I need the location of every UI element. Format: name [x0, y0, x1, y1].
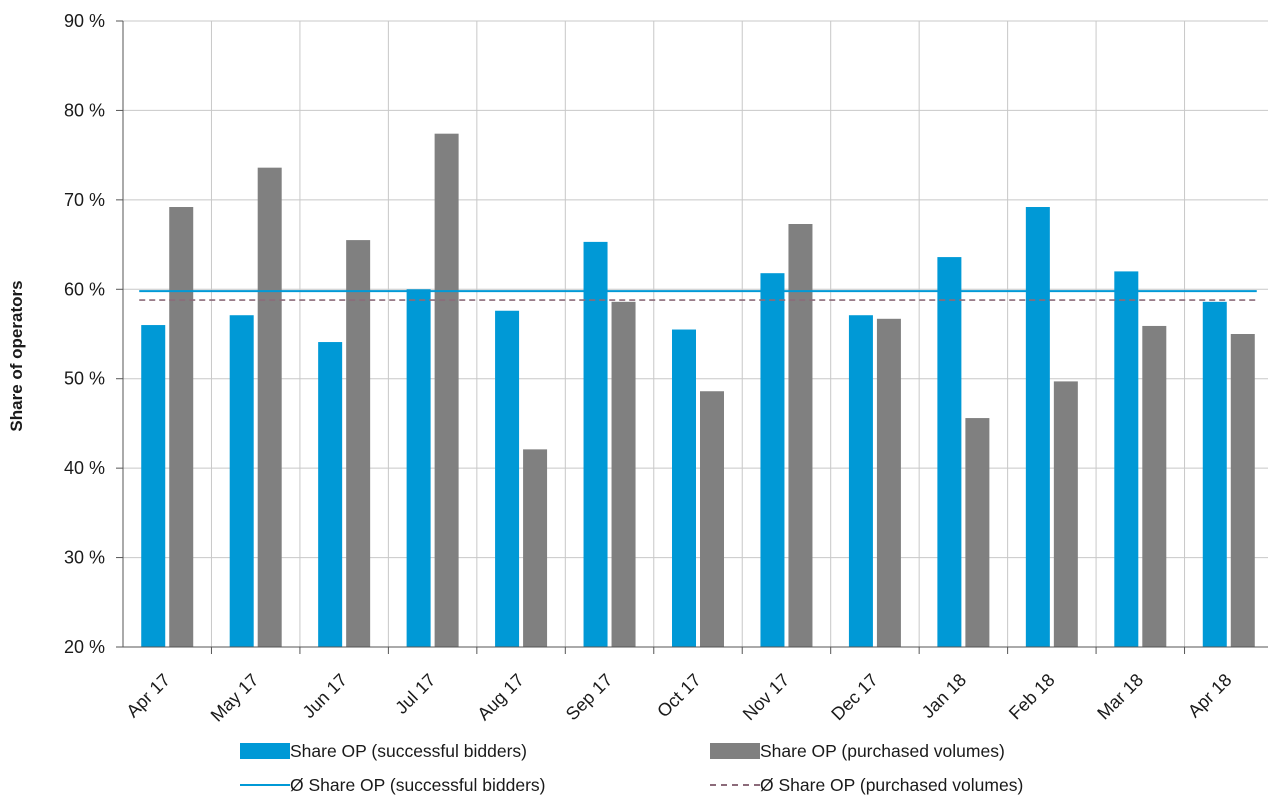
- bar-successful-bidders: [583, 241, 608, 648]
- legend-label-bidders-bar: Share OP (successful bidders): [290, 740, 528, 761]
- x-tick-labels: Apr 17 May 17 Jun 17 Jul 17 Aug 17 Sep 17 Oct …: [122, 670, 1235, 726]
- bar-successful-bidders: [672, 329, 696, 647]
- x-tick-label: Apr 18: [1184, 670, 1236, 722]
- x-tick-label: Oct 17: [653, 670, 705, 722]
- bar-successful-bidders: [495, 310, 520, 647]
- x-tick-label: Aug 17: [473, 670, 527, 724]
- bar-purchased-volumes: [169, 207, 194, 648]
- bar-successful-bidders: [229, 315, 254, 647]
- average-lines: [139, 290, 1257, 301]
- y-tick-label: 70 %: [64, 190, 105, 210]
- bar-purchased-volumes: [1053, 381, 1078, 647]
- y-tick-label: 60 %: [64, 279, 105, 299]
- bar-purchased-volumes: [611, 301, 636, 647]
- axes: [116, 20, 1268, 654]
- x-tick-label: Feb 18: [1005, 670, 1059, 724]
- bar-purchased-volumes: [257, 167, 282, 648]
- bar-successful-bidders: [848, 315, 873, 647]
- legend-item-bidders-avg: Ø Share OP (successful bidders): [240, 772, 710, 798]
- y-tick-label: 20 %: [64, 637, 105, 657]
- bar-successful-bidders: [318, 342, 343, 647]
- bar-purchased-volumes: [788, 224, 813, 647]
- x-tick-label: Mar 18: [1093, 670, 1147, 724]
- bar-successful-bidders: [141, 325, 166, 647]
- bars: [141, 133, 1255, 648]
- x-tick-label: Jul 17: [391, 670, 439, 718]
- x-tick-label: Jan 18: [918, 670, 970, 722]
- legend-item-volumes-bar: Share OP (purchased volumes): [710, 738, 1140, 764]
- bar-successful-bidders: [760, 273, 785, 647]
- legend-item-bidders-bar: Share OP (successful bidders): [240, 738, 710, 764]
- legend-swatch-bidders-avg: [240, 784, 290, 786]
- legend: Share OP (successful bidders) Share OP (…: [240, 738, 1140, 798]
- bar-successful-bidders: [1202, 301, 1227, 647]
- y-tick-labels: 20 % 30 % 40 % 50 % 60 % 70 % 80 % 90 %: [64, 11, 105, 657]
- x-tick-label: Apr 17: [122, 670, 174, 722]
- x-tick-label: May 17: [207, 670, 263, 726]
- y-tick-label: 50 %: [64, 369, 105, 389]
- bar-purchased-volumes: [700, 391, 724, 647]
- legend-label-volumes-avg: Ø Share OP (purchased volumes): [760, 774, 1024, 795]
- y-tick-label: 90 %: [64, 11, 105, 31]
- x-tick-label: Jun 17: [299, 670, 351, 722]
- bar-purchased-volumes: [523, 449, 548, 647]
- y-tick-label: 40 %: [64, 458, 105, 478]
- y-tick-label: 80 %: [64, 100, 105, 120]
- x-tick-label: Nov 17: [739, 670, 793, 724]
- gridlines: [123, 20, 1268, 648]
- bar-purchased-volumes: [346, 240, 371, 647]
- bar-successful-bidders: [937, 257, 962, 647]
- legend-label-bidders-avg: Ø Share OP (successful bidders): [290, 774, 546, 795]
- y-tick-label: 30 %: [64, 548, 105, 568]
- bar-successful-bidders: [1025, 207, 1050, 648]
- bar-purchased-volumes: [876, 318, 901, 647]
- x-tick-label: Dec 17: [827, 670, 881, 724]
- bar-purchased-volumes: [434, 133, 459, 647]
- bar-successful-bidders: [406, 289, 431, 647]
- x-tick-label: Sep 17: [562, 670, 616, 724]
- legend-swatch-volumes-bar: [710, 743, 760, 759]
- legend-swatch-volumes-avg: [710, 784, 760, 786]
- y-axis-label: Share of operators: [7, 280, 26, 431]
- bar-purchased-volumes: [965, 418, 990, 647]
- legend-label-volumes-bar: Share OP (purchased volumes): [760, 740, 1005, 761]
- bar-purchased-volumes: [1230, 334, 1255, 647]
- bar-successful-bidders: [1114, 271, 1139, 647]
- legend-swatch-bidders-bar: [240, 743, 290, 759]
- chart: 20 % 30 % 40 % 50 % 60 % 70 % 80 % 90 % Apr 17 M…: [7, 11, 1268, 726]
- bar-purchased-volumes: [1142, 325, 1167, 647]
- legend-item-volumes-avg: Ø Share OP (purchased volumes): [710, 772, 1140, 798]
